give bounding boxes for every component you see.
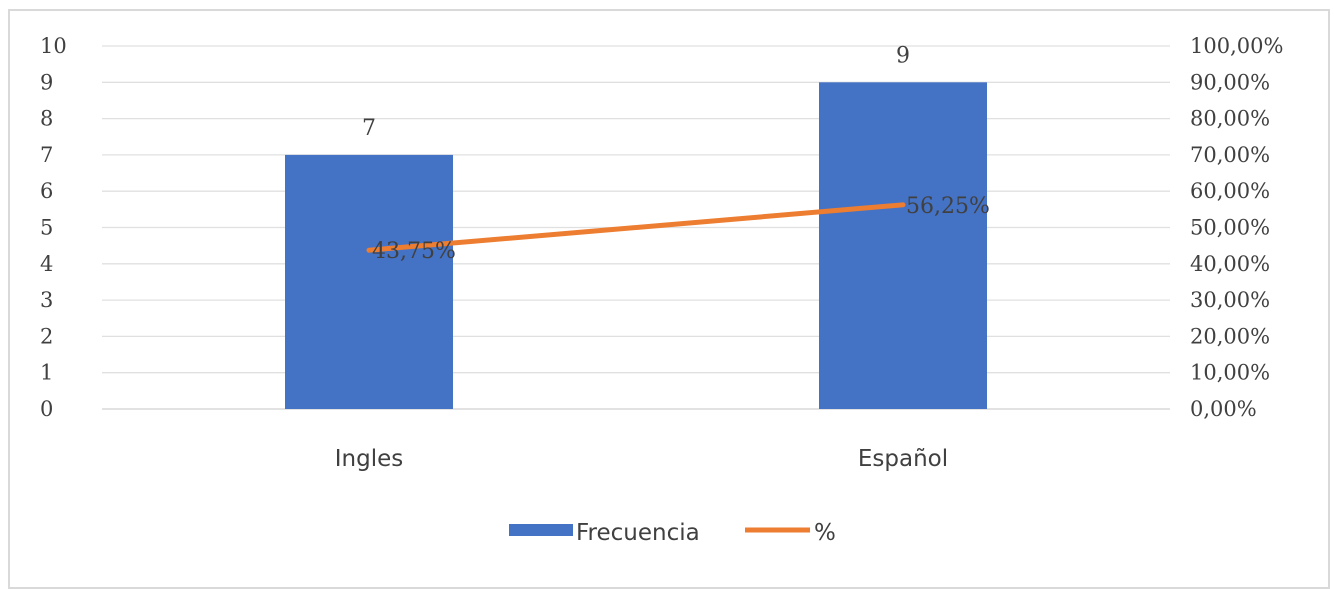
combo-chart: 0 1 2 3 4 5 6 7 8 9 10 0,00% 10,00% 20,00% 30,00% 40,0… [40, 34, 1283, 546]
left-axis-tick-label: 5 [40, 216, 53, 240]
bar [819, 82, 987, 410]
left-axis-tick-label: 3 [40, 288, 53, 312]
bar-data-label: 9 [896, 43, 910, 68]
left-axis-tick-label: 9 [40, 70, 53, 94]
data-labels: 7 9 43,75% 56,25% [362, 43, 990, 264]
legend-swatch-frecuencia [509, 524, 573, 536]
right-axis-ticks: 0,00% 10,00% 20,00% 30,00% 40,00% 50,00% 60,00… [1190, 34, 1283, 421]
right-axis-tick-label: 60,00% [1190, 179, 1270, 203]
left-axis-tick-label: 1 [40, 361, 53, 385]
bar-series [285, 82, 987, 410]
bar [285, 154, 453, 409]
line-data-label: 56,25% [906, 194, 990, 219]
right-axis-tick-label: 70,00% [1190, 143, 1270, 167]
line-data-label: 43,75% [372, 239, 456, 264]
left-axis-tick-label: 6 [40, 179, 53, 203]
left-axis-tick-label: 2 [40, 324, 53, 348]
left-axis-tick-label: 4 [40, 252, 53, 276]
right-axis-tick-label: 10,00% [1190, 361, 1270, 385]
chart-container: 0 1 2 3 4 5 6 7 8 9 10 0,00% 10,00% 20,00% 30,00% 40,0… [8, 9, 1330, 589]
right-axis-tick-label: 30,00% [1190, 288, 1270, 312]
category-label: Ingles [335, 446, 403, 472]
legend-label-percent: % [814, 520, 836, 546]
category-axis-labels: Ingles Español [335, 446, 948, 472]
right-axis-tick-label: 50,00% [1190, 216, 1270, 240]
right-axis-tick-label: 100,00% [1190, 34, 1283, 58]
right-axis-tick-label: 40,00% [1190, 252, 1270, 276]
legend-label-frecuencia: Frecuencia [576, 520, 700, 546]
line-percent [366, 202, 906, 253]
left-axis-tick-label: 10 [40, 34, 67, 58]
left-axis-ticks: 0 1 2 3 4 5 6 7 8 9 10 [40, 34, 67, 421]
right-axis-tick-label: 90,00% [1190, 70, 1270, 94]
category-label: Español [858, 446, 948, 472]
bar-data-label: 7 [362, 116, 376, 141]
left-axis-tick-label: 7 [40, 143, 53, 167]
legend: Frecuencia % [509, 520, 836, 546]
left-axis-tick-label: 0 [40, 397, 53, 421]
left-axis-tick-label: 8 [40, 107, 53, 131]
right-axis-tick-label: 20,00% [1190, 324, 1270, 348]
right-axis-tick-label: 80,00% [1190, 107, 1270, 131]
right-axis-tick-label: 0,00% [1190, 397, 1257, 421]
line-series [366, 202, 906, 253]
